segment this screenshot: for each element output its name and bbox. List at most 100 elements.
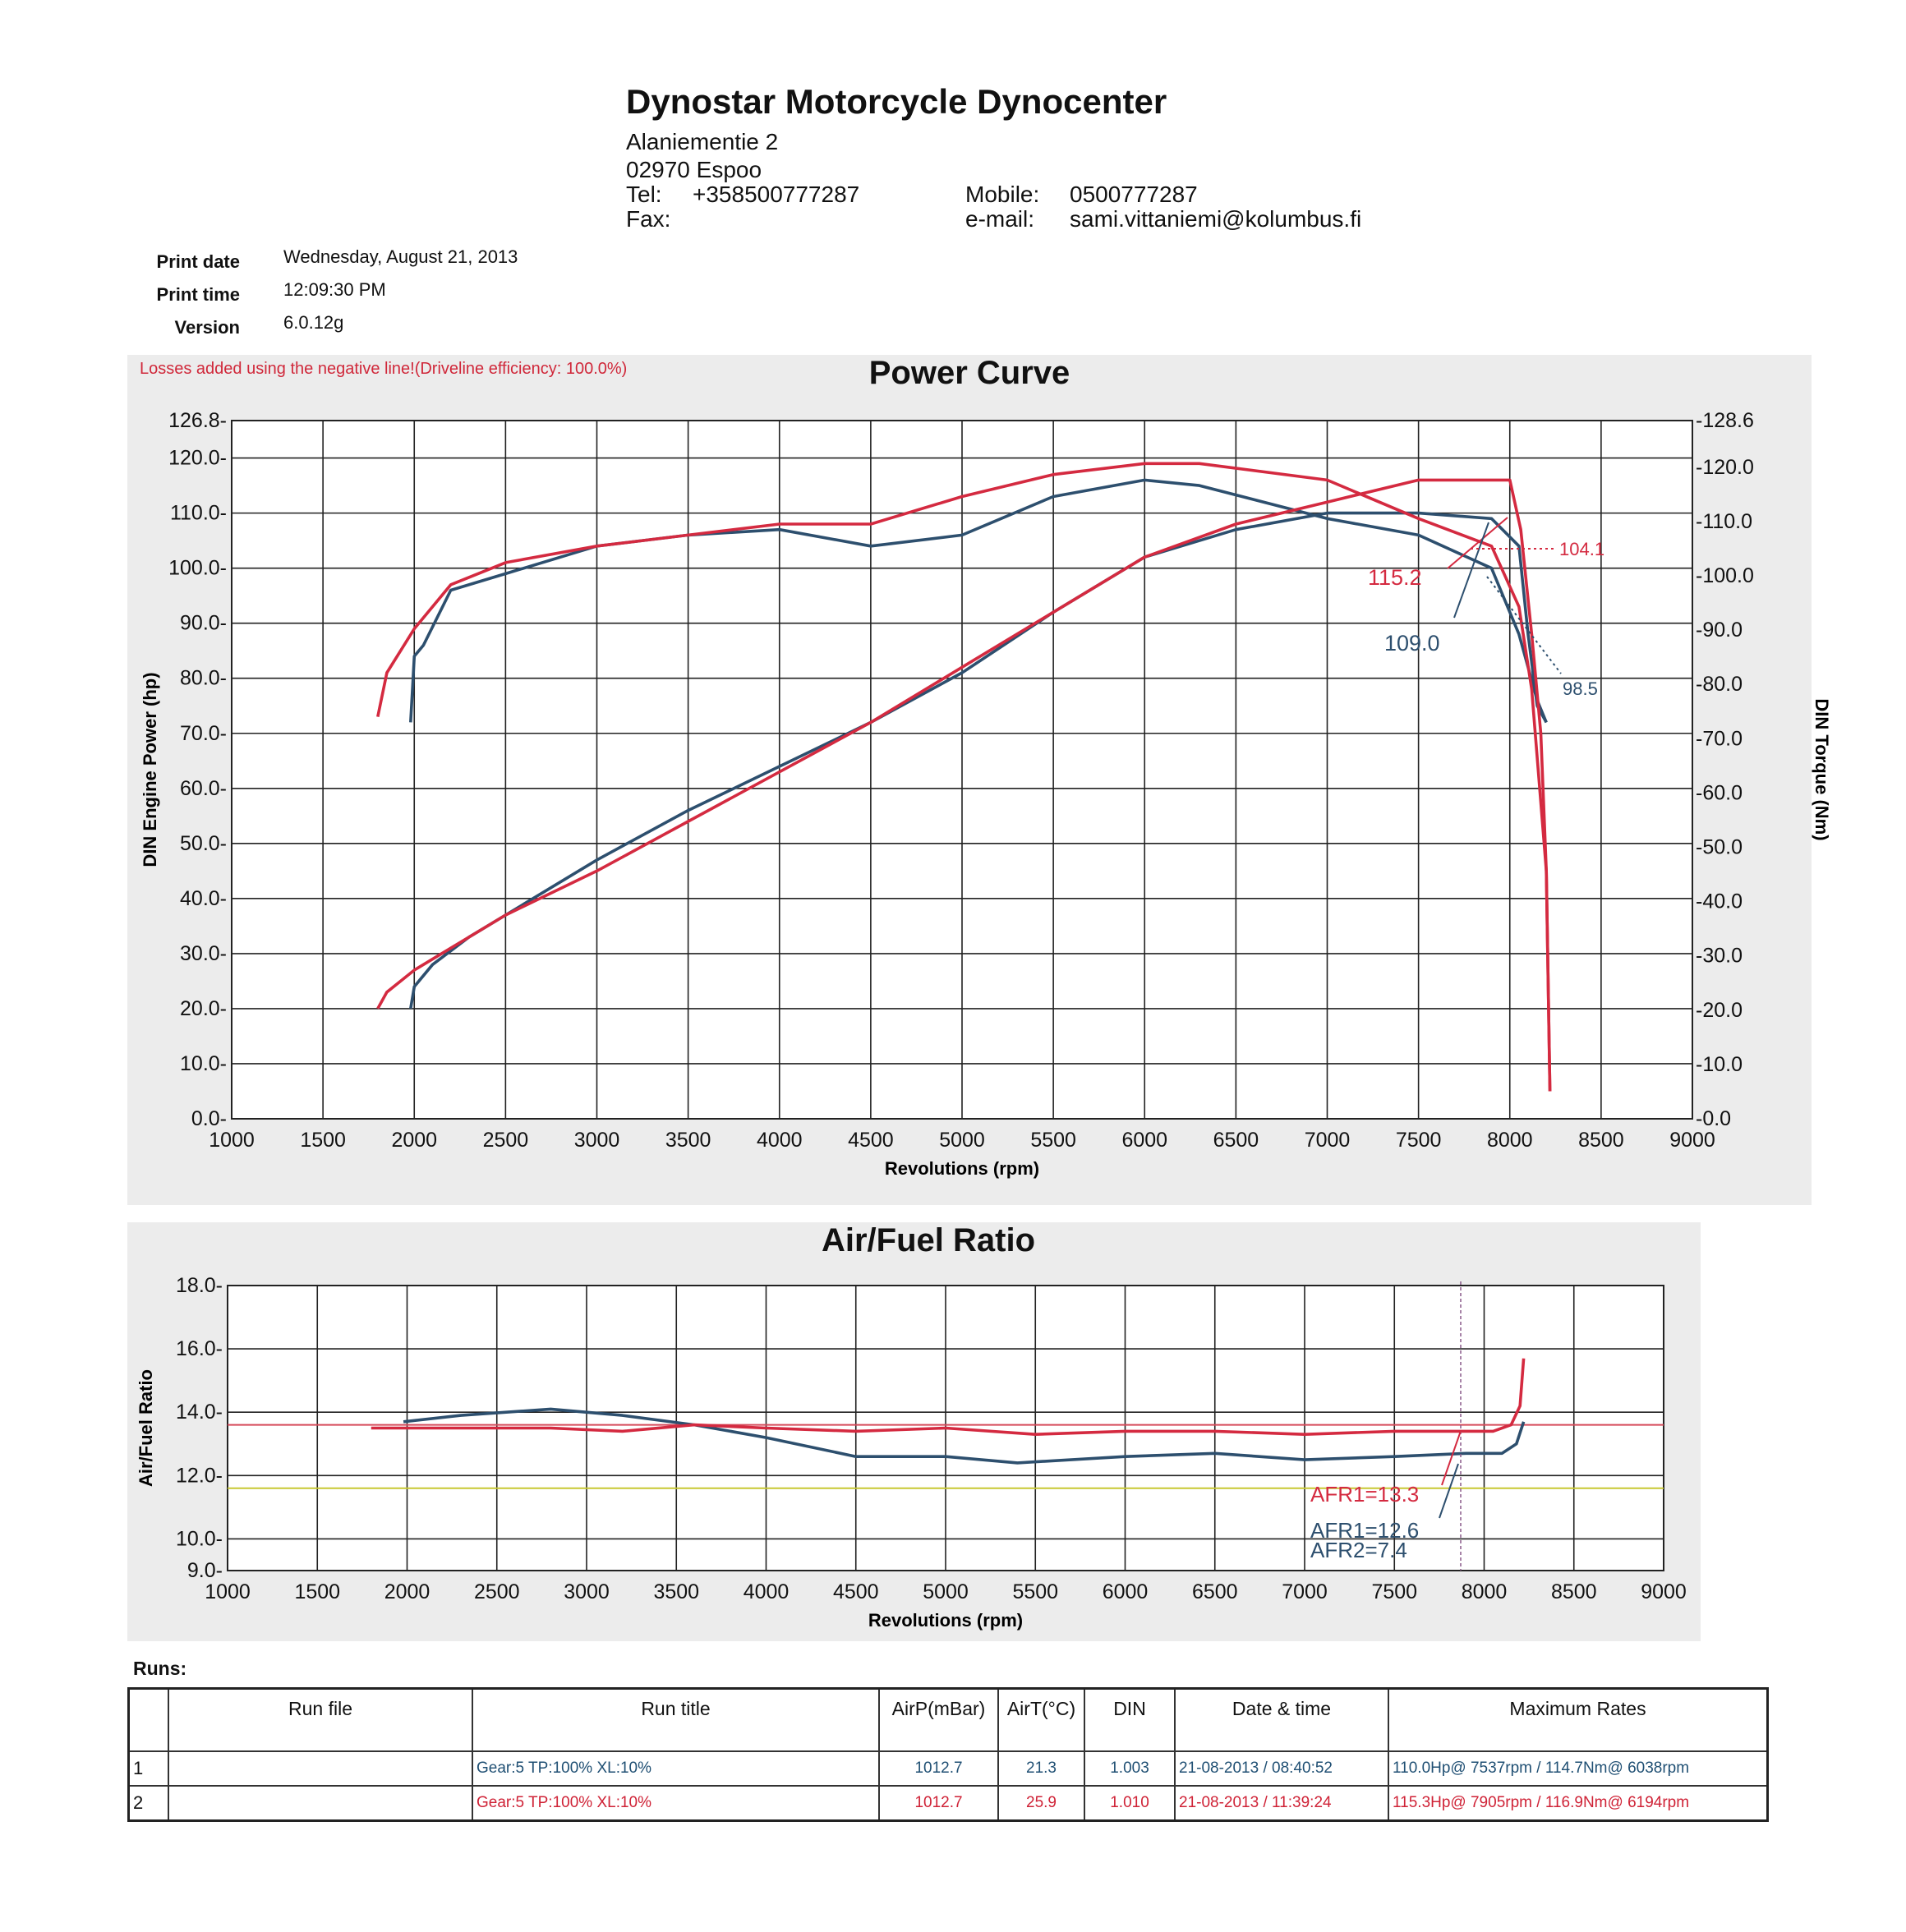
x-tick-label: 6000: [1121, 1129, 1167, 1152]
y-tick-label: 9.0-: [187, 1559, 223, 1582]
x-tick-label: 4500: [848, 1129, 894, 1152]
x-tick-label: 7000: [1305, 1129, 1351, 1152]
col-header-max-rates: Maximum Rates: [1388, 1687, 1769, 1752]
y-tick-label: 10.0-: [180, 1052, 227, 1075]
y-tick-label: 50.0-: [180, 832, 227, 855]
x-tick-label: 8500: [1578, 1129, 1624, 1152]
annotation-leader: [1439, 1463, 1459, 1519]
series-line-run2-torque: [376, 462, 1552, 1092]
y-tick-label: 10.0-: [176, 1527, 223, 1550]
y2-tick-label: -100.0: [1696, 564, 1754, 587]
x-tick-label: 8500: [1551, 1580, 1597, 1603]
x-tick-label: 3000: [574, 1129, 620, 1152]
annotation-label: 98.5: [1563, 678, 1598, 699]
annotation-leader: [1441, 1430, 1462, 1486]
series-line-run2-afr: [371, 1358, 1526, 1436]
x-tick-label: 1500: [294, 1580, 340, 1603]
version-value: 6.0.12g: [283, 312, 344, 333]
annotation-leader: [1453, 522, 1489, 619]
y-tick-label: 0.0-: [191, 1107, 227, 1130]
tel-label: Tel:: [626, 182, 662, 207]
annotation-label: AFR2=7.4: [1310, 1538, 1407, 1562]
row-run-title: Gear:5 TP:100% XL:10%: [472, 1785, 880, 1822]
y2-tick-label: -120.0: [1696, 456, 1754, 479]
y-tick-label: 110.0-: [170, 502, 227, 525]
y-tick-label: 20.0-: [180, 997, 227, 1020]
y-tick-label: 12.0-: [176, 1464, 223, 1487]
x-tick-label: 1000: [205, 1580, 251, 1603]
y-tick-label: 120.0-: [168, 447, 227, 470]
x-tick-label: 6000: [1103, 1580, 1149, 1603]
x-tick-label: 3000: [564, 1580, 610, 1603]
print-date-label: Print date: [156, 251, 240, 272]
row-run-file: [168, 1785, 473, 1822]
x-tick-label: 8000: [1487, 1129, 1533, 1152]
y-tick-label: 90.0-: [180, 612, 227, 635]
y2-tick-label: -20.0: [1696, 999, 1743, 1022]
runs-table: Run file Run title AirP(mBar) AirT(°C) D…: [127, 1687, 1769, 1822]
y2-tick-label: -0.0: [1696, 1107, 1731, 1130]
y-tick-label: 60.0-: [180, 777, 227, 800]
row-airt: 21.3: [997, 1750, 1085, 1787]
row-airt: 25.9: [997, 1785, 1085, 1822]
row-max-rates: 110.0Hp@ 7537rpm / 114.7Nm@ 6038rpm: [1388, 1750, 1769, 1787]
row-airp: 1012.7: [878, 1785, 999, 1822]
row-datetime: 21-08-2013 / 11:39:24: [1174, 1785, 1389, 1822]
series-line-run2-power: [376, 478, 1552, 1092]
series-line-run1-torque: [409, 478, 1548, 724]
y2-tick-label: -30.0: [1696, 945, 1743, 968]
x-tick-label: 3500: [665, 1129, 711, 1152]
x-tick-label: 6500: [1213, 1129, 1259, 1152]
y2-tick-label: -10.0: [1696, 1053, 1743, 1076]
row-datetime: 21-08-2013 / 08:40:52: [1174, 1750, 1389, 1787]
x-tick-label: 5500: [1030, 1129, 1076, 1152]
annotation-label: AFR1=12.6: [1310, 1518, 1419, 1543]
table-row: 1 Gear:5 TP:100% XL:10% 1012.7 21.3 1.00…: [127, 1750, 1769, 1787]
print-date-value: Wednesday, August 21, 2013: [283, 246, 518, 267]
tel-value: +358500777287: [693, 182, 860, 207]
x-tick-label: 1500: [300, 1129, 346, 1152]
print-time-label: Print time: [156, 284, 240, 305]
mobile-value: 0500777287: [1070, 182, 1198, 207]
annotation-leader: [1447, 517, 1508, 569]
row-airp: 1012.7: [878, 1750, 999, 1787]
annotation-label: 104.1: [1559, 539, 1604, 559]
row-max-rates: 115.3Hp@ 7905rpm / 116.9Nm@ 6194rpm: [1388, 1785, 1769, 1822]
y-tick-label: 14.0-: [176, 1401, 223, 1424]
email-value: sami.vittaniemi@kolumbus.fi: [1070, 206, 1362, 232]
x-tick-label: 4000: [744, 1580, 790, 1603]
table-row: 2 Gear:5 TP:100% XL:10% 1012.7 25.9 1.01…: [127, 1785, 1769, 1822]
runs-label: Runs:: [133, 1658, 187, 1679]
y-tick-label: 100.0-: [168, 557, 227, 580]
x-tick-label: 7500: [1371, 1580, 1417, 1603]
y-tick-label: 70.0-: [180, 722, 227, 745]
email-label: e-mail:: [965, 206, 1035, 232]
x-tick-label: 8000: [1462, 1580, 1508, 1603]
x-tick-label: 5000: [923, 1580, 969, 1603]
runs-table-header: Run file Run title AirP(mBar) AirT(°C) D…: [127, 1687, 1769, 1752]
row-num: 1: [127, 1750, 169, 1787]
y-tick-label: 126.8-: [168, 409, 227, 432]
version-label: Version: [174, 317, 240, 338]
y2-tick-label: -110.0: [1696, 510, 1752, 533]
y-tick-label: 40.0-: [180, 887, 227, 910]
x-tick-label: 7000: [1282, 1580, 1328, 1603]
annotation-label: 109.0: [1384, 631, 1440, 656]
mobile-label: Mobile:: [965, 182, 1040, 207]
x-tick-label: 2000: [384, 1580, 430, 1603]
x-tick-label: 9000: [1641, 1580, 1687, 1603]
row-din: 1.003: [1084, 1750, 1176, 1787]
y2-tick-label: -90.0: [1696, 619, 1743, 642]
y2-tick-label: -80.0: [1696, 673, 1743, 696]
col-header-num: [127, 1687, 169, 1752]
company-name: Dynostar Motorcycle Dynocenter: [626, 82, 1167, 121]
x-tick-label: 9000: [1669, 1129, 1715, 1152]
col-header-din: DIN: [1084, 1687, 1176, 1752]
x-tick-label: 6500: [1192, 1580, 1238, 1603]
y-tick-label: 80.0-: [180, 667, 227, 690]
address-line-1: Alaniementie 2: [626, 129, 779, 154]
annotation-label: AFR1=13.3: [1310, 1482, 1419, 1506]
x-tick-label: 1000: [209, 1129, 255, 1152]
